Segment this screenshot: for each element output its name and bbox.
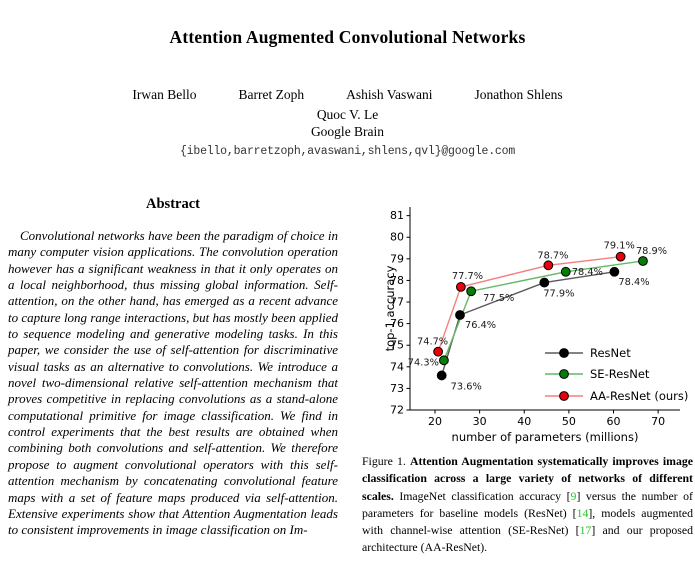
author-name: Irwan Bello — [132, 87, 197, 102]
x-tick-label: 50 — [562, 415, 576, 428]
data-point-label: 78.4% — [572, 267, 603, 278]
series-line-aa-resnet-ours- — [437, 255, 621, 352]
series-line-resnet — [441, 271, 615, 376]
x-tick-label: 30 — [473, 415, 487, 428]
y-tick-label: 75 — [390, 339, 404, 352]
legend-marker — [559, 391, 569, 401]
series-line-se-resnet — [443, 260, 644, 361]
legend-label: SE-ResNet — [590, 367, 650, 381]
data-point — [455, 310, 465, 320]
y-tick-label: 72 — [390, 404, 404, 417]
data-point-label: 77.5% — [483, 293, 514, 304]
figure-1: 20 30 40 50 60 70 72 73 74 75 76 77 78 79 80 81 number o… — [383, 200, 693, 445]
caption-text: ] versus the number of parameters for ba… — [362, 488, 693, 520]
data-point-label: 77.9% — [543, 289, 574, 300]
y-tick-label: 74 — [390, 360, 404, 373]
y-tick-label: 73 — [390, 382, 404, 395]
data-point — [638, 256, 648, 266]
figure-caption: Figure 1. Attention Augmentation systema… — [362, 453, 693, 557]
data-point-label: 77.7% — [452, 271, 483, 282]
data-point — [543, 260, 554, 271]
email-line: {ibello,barretzoph,avaswani,shlens,qvl}@… — [179, 145, 516, 158]
data-point-label: 76.4% — [465, 320, 496, 331]
x-tick-label: 20 — [428, 415, 442, 428]
citation-link[interactable]: 17 — [579, 523, 592, 538]
caption-text: Figure 1. — [362, 454, 410, 468]
data-point — [439, 355, 449, 366]
y-tick-label: 79 — [390, 252, 404, 265]
x-tick-label: 70 — [651, 415, 665, 428]
legend-marker — [559, 348, 569, 358]
data-point — [609, 266, 620, 277]
abstract-heading: Abstract — [146, 196, 200, 212]
legend-label: ResNet — [590, 346, 631, 360]
y-tick-label: 78 — [390, 274, 404, 287]
data-point — [560, 266, 571, 277]
page-title: Attention Augmented Convolutional Networ… — [169, 27, 526, 47]
data-point — [436, 370, 447, 381]
authors-row: Irwan Bello Barret Zoph Ashish Vaswani Jona… — [0, 87, 695, 103]
abstract-text: Convolutional networks have been the par… — [8, 228, 338, 538]
x-axis-title: number of parameters (millions) — [452, 430, 639, 444]
author-name: Ashish Vaswani — [346, 87, 433, 102]
abstract-section: Abstract Convolutional networks have bee… — [8, 196, 338, 539]
author-name: Jonathon Shlens — [474, 87, 563, 102]
y-tick-label: 76 — [390, 317, 404, 330]
legend-label: AA-ResNet (ours) — [590, 389, 688, 403]
data-point-label: 74.3% — [408, 357, 439, 368]
citation-link[interactable]: 14 — [576, 505, 589, 520]
caption-text: ImageNet classification accuracy [ — [393, 488, 571, 503]
data-point-label: 78.7% — [537, 250, 568, 261]
data-point-label: 73.6% — [451, 381, 482, 392]
data-point — [455, 282, 466, 292]
author-name: Barret Zoph — [238, 87, 305, 102]
data-point-label: 78.4% — [618, 277, 649, 288]
data-point-label: 79.1% — [604, 241, 635, 252]
author-name-second-row: Quoc V. Le — [316, 107, 379, 122]
data-point-label: 78.9% — [636, 246, 667, 257]
data-point-label: 74.7% — [417, 337, 448, 348]
citation-link[interactable]: 9 — [570, 488, 577, 503]
data-point — [615, 251, 626, 262]
accuracy-vs-parameters-chart: 20 30 40 50 60 70 72 73 74 75 76 77 78 79 80 81 number o… — [383, 207, 688, 444]
data-point — [433, 346, 444, 357]
data-point — [539, 277, 550, 288]
y-tick-label: 81 — [390, 209, 404, 222]
affiliation: Google Brain — [310, 124, 385, 139]
y-tick-label: 77 — [390, 296, 404, 309]
y-tick-label: 80 — [390, 231, 404, 244]
caption-text: Attention Augmentation systematically im… — [362, 454, 694, 503]
x-tick-label: 40 — [517, 415, 531, 428]
x-tick-label: 60 — [607, 415, 621, 428]
legend-marker — [559, 369, 569, 379]
data-point — [466, 286, 477, 297]
y-axis-title: top-1 accuracy — [385, 265, 397, 351]
caption-text: ], models augmented with channel-wise at… — [362, 505, 693, 538]
caption-text: ] and our proposed architecture (AA-ResN… — [362, 523, 693, 555]
